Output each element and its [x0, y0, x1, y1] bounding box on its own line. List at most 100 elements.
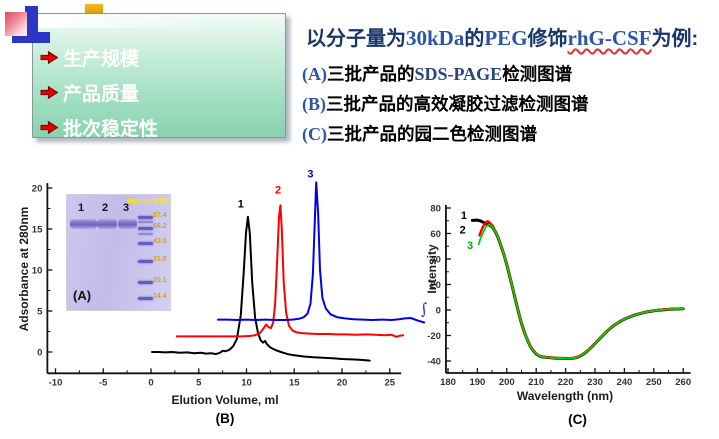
- gel-marker-value: 14.4: [153, 293, 167, 300]
- gel-marker-band: [138, 216, 153, 219]
- gel-marker-band-faint: [138, 233, 153, 235]
- corner-decor-blue-top: [25, 6, 38, 33]
- gel-marker-value: 66.2: [153, 223, 167, 230]
- chart-c-x-axis-title: Wavelength (nm): [516, 389, 614, 403]
- bullet-item-batch-stability: 批次稳定性: [40, 114, 158, 141]
- gel-marker-band: [138, 260, 153, 263]
- svg-text:220: 220: [558, 377, 574, 388]
- gel-lane-label-2: 2: [102, 202, 109, 214]
- svg-text:20: 20: [337, 377, 348, 388]
- list-b-text: 三批产品的高效凝胶过滤检测图谱: [326, 94, 589, 114]
- list-item-b: (B)三批产品的高效凝胶过滤检测图谱: [302, 91, 589, 116]
- chart-c-y-axis-title: Intensity: [425, 244, 439, 294]
- title-cn-2: 的: [464, 28, 485, 50]
- red-arrow-icon: [40, 120, 59, 135]
- list-a-post: 检测图谱: [502, 64, 573, 84]
- gel-marker-value: 20.1: [153, 277, 167, 284]
- sds-page-gel-inset: Marker KDa 1 2 3 97.4 66.2 43.0 31.0 20.…: [67, 195, 170, 310]
- title-en-rhgcsf: rhG-CSF: [567, 26, 652, 50]
- chart-b-x-axis-title: Elution Volume, ml: [171, 393, 279, 407]
- svg-text:-5: -5: [99, 377, 108, 388]
- svg-text:5: 5: [196, 377, 202, 388]
- list-marker-a: (A): [302, 64, 327, 84]
- svg-text:-10: -10: [49, 377, 63, 388]
- svg-text:250: 250: [646, 377, 662, 388]
- list-item-a: (A)三批产品的SDS-PAGE检测图谱: [302, 61, 572, 86]
- list-a-sds-page: SDS-PAGE: [414, 64, 503, 84]
- gel-marker-band: [138, 227, 153, 230]
- svg-text:3: 3: [307, 168, 313, 180]
- svg-text:3: 3: [467, 240, 473, 252]
- gel-marker-value: 97.4: [153, 212, 167, 219]
- svg-text:10: 10: [32, 266, 43, 277]
- bullet-label: 生产规模: [63, 49, 140, 70]
- svg-text:25: 25: [384, 377, 395, 388]
- bullet-item-production-scale: 生产规模: [40, 44, 139, 71]
- svg-text:2: 2: [275, 185, 281, 197]
- chart-b-caption: (B): [215, 411, 235, 426]
- svg-text:-40: -40: [427, 357, 441, 368]
- gel-marker-band: [138, 281, 153, 284]
- list-marker-c: (C): [302, 124, 327, 144]
- gel-caption: (A): [73, 288, 92, 303]
- title-cn-3: 修饰: [527, 28, 568, 50]
- gel-marker-band-faint: [138, 221, 153, 223]
- gel-marker-band: [138, 242, 153, 245]
- gel-sample-band-1: [70, 219, 97, 229]
- svg-text:20: 20: [430, 280, 441, 291]
- svg-text:0: 0: [436, 306, 441, 317]
- svg-text:200: 200: [499, 377, 515, 388]
- elution-chromatogram-chart: -10 -5 0 5 10 15 20 25 0 5 10 15 20 1 2 3: [32, 168, 426, 388]
- title-cn-4: 为例:: [651, 28, 699, 50]
- svg-text:260: 260: [675, 377, 691, 388]
- svg-text:80: 80: [430, 204, 441, 215]
- cd-spectrum-chart: 180 190 200 210 220 230 240 250 260-40-200204060…: [427, 204, 691, 388]
- svg-text:10: 10: [241, 377, 252, 388]
- bullet-label: 批次稳定性: [63, 119, 159, 140]
- svg-text:0: 0: [148, 377, 153, 388]
- list-a-pre: 三批产品的: [327, 64, 415, 84]
- gel-lane-label-3: 3: [123, 202, 130, 214]
- corner-decor-pink: [5, 12, 27, 36]
- svg-text:240: 240: [616, 377, 632, 388]
- svg-text:190: 190: [469, 377, 485, 388]
- gel-sample-band-2: [97, 219, 117, 229]
- chart-c-caption: (C): [568, 412, 587, 427]
- bullet-item-product-quality: 产品质量: [40, 79, 139, 106]
- svg-text:15: 15: [289, 377, 300, 388]
- svg-text:1: 1: [238, 199, 244, 211]
- svg-text:1: 1: [461, 210, 467, 222]
- red-arrow-icon: [40, 50, 59, 65]
- svg-text:2: 2: [460, 225, 466, 237]
- red-arrow-icon: [40, 85, 59, 100]
- list-marker-b: (B): [302, 94, 326, 114]
- gel-lane-label-1: 1: [78, 202, 85, 214]
- chart-b-y-axis-title: Adsorbance at 280nm: [17, 206, 31, 332]
- title-en-30kda: 30kDa: [406, 26, 465, 50]
- corner-decor-blue-bottom: [12, 32, 50, 43]
- svg-text:15: 15: [32, 225, 43, 236]
- svg-text:-20: -20: [427, 331, 441, 342]
- svg-text:210: 210: [528, 377, 544, 388]
- svg-text:20: 20: [32, 184, 43, 195]
- bullet-label: 产品质量: [63, 84, 140, 105]
- panel-top-highlight: [34, 15, 216, 28]
- svg-text:5: 5: [37, 307, 43, 318]
- slide-title: 以分子量为30kDa的PEG修饰rhG-CSF为例:: [306, 22, 698, 51]
- gel-marker-band: [138, 297, 153, 300]
- svg-text:0: 0: [37, 348, 42, 359]
- gel-marker-value: 43.0: [153, 238, 167, 245]
- title-cn-1: 以分子量为: [306, 28, 406, 50]
- gel-marker-header: Marker KDa: [127, 196, 169, 205]
- svg-text:230: 230: [587, 377, 603, 388]
- title-en-peg: PEG: [484, 26, 528, 50]
- svg-text:180: 180: [440, 377, 456, 388]
- list-c-text: 三批产品的园二色检测图谱: [327, 124, 537, 144]
- svg-text:40: 40: [430, 255, 441, 266]
- gel-marker-value: 31.0: [153, 256, 167, 263]
- gel-sample-band-3: [118, 219, 137, 229]
- bullet-panel: 生产规模 产品质量 批次稳定性: [32, 13, 286, 141]
- svg-text:60: 60: [430, 229, 441, 240]
- list-item-c: (C)三批产品的园二色检测图谱: [302, 121, 537, 146]
